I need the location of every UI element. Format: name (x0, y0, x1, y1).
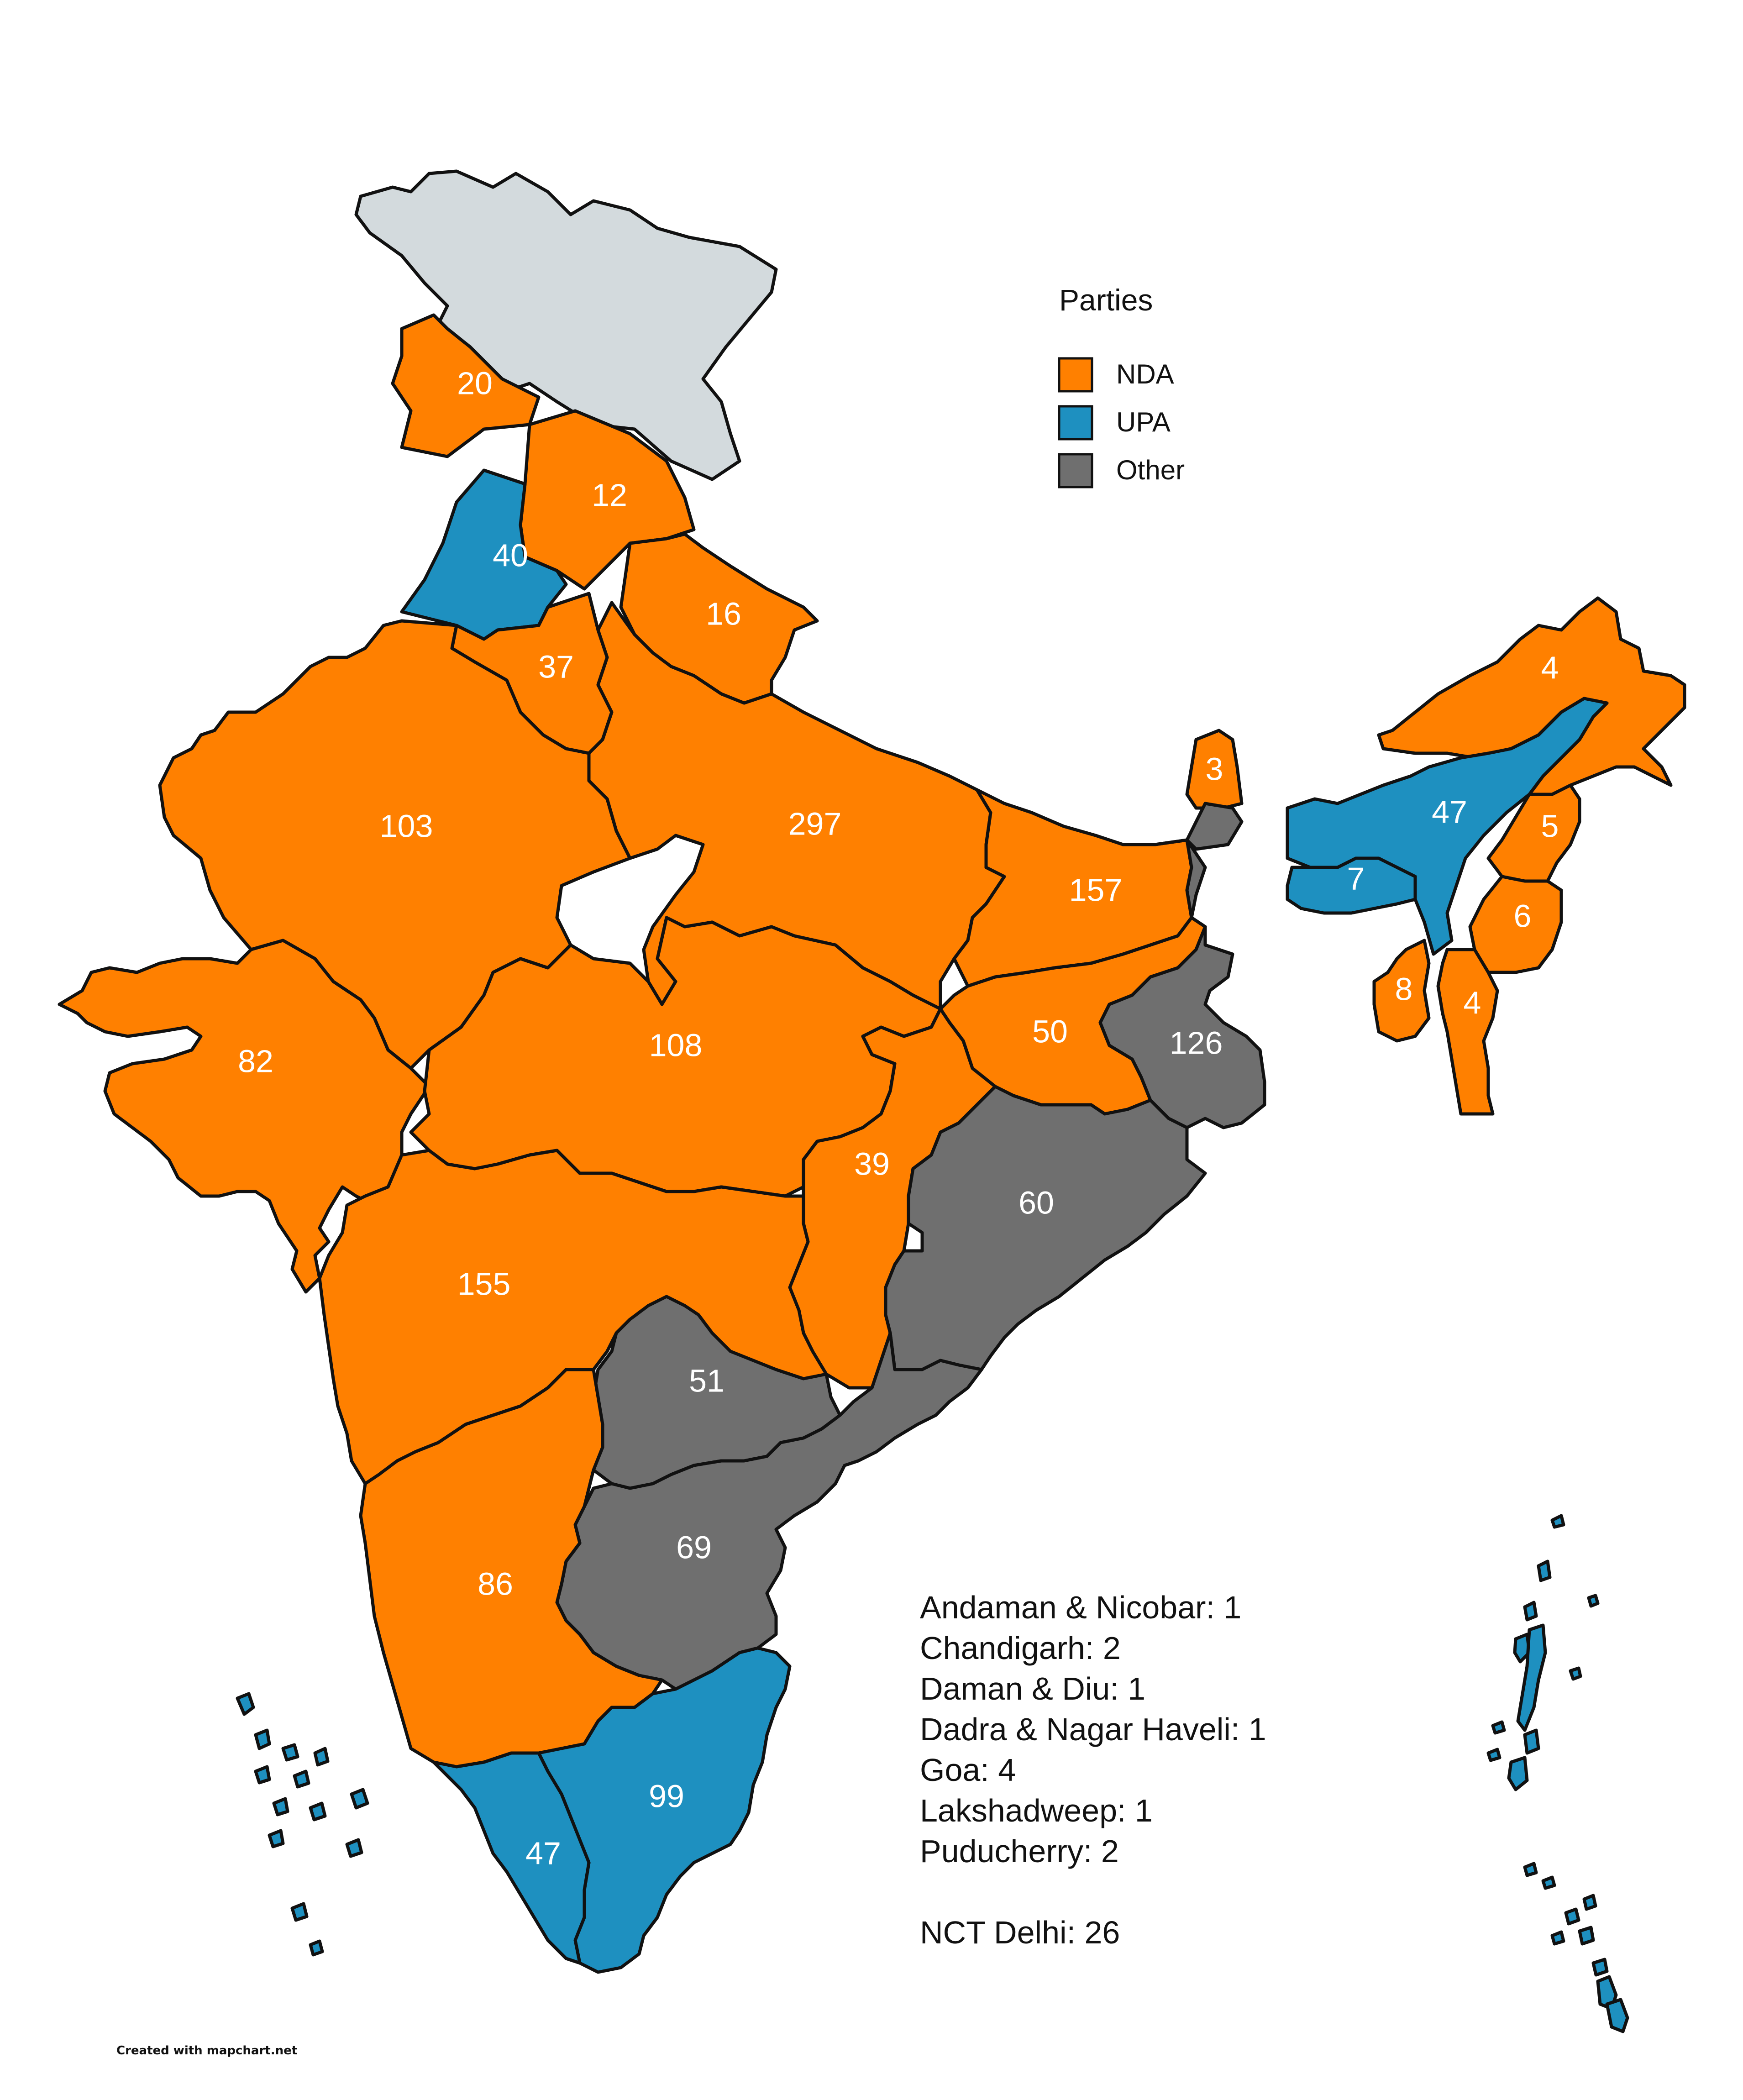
label-jharkhand: 50 (1032, 1013, 1068, 1049)
region-andaman-nicobar[interactable] (1486, 1514, 1629, 2033)
label-andhra-pradesh: 69 (676, 1529, 712, 1565)
note-lakshadweep: Lakshadweep: 1 (920, 1793, 1153, 1828)
label-tamil-nadu: 99 (649, 1778, 684, 1814)
region-labels: 20 12 40 37 16 103 297 157 3 4 47 7 5 6 … (238, 365, 1559, 1871)
region-karnataka[interactable] (359, 1368, 664, 1769)
label-punjab: 40 (493, 537, 528, 573)
legend-swatch-nda (1058, 357, 1093, 393)
note-andaman-nicobar: Andaman & Nicobar: 1 (920, 1590, 1241, 1625)
region-kerala[interactable] (432, 1751, 591, 1965)
label-uttarakhand-north: 12 (592, 477, 627, 513)
note-nct-delhi: NCT Delhi: 26 (920, 1915, 1120, 1950)
legend-swatch-other (1058, 453, 1093, 488)
legend-label-nda: NDA (1116, 359, 1174, 389)
label-tripura: 8 (1395, 971, 1413, 1007)
label-kerala: 47 (525, 1835, 561, 1871)
label-madhya-pradesh: 108 (649, 1027, 703, 1063)
region-sikkim[interactable] (1185, 729, 1244, 810)
note-chandigarh: Chandigarh: 2 (920, 1630, 1121, 1666)
legend-title: Parties (1059, 283, 1153, 317)
region-himachal[interactable] (391, 313, 541, 458)
region-meghalaya[interactable] (1286, 856, 1417, 915)
region-lakshadweep[interactable] (236, 1692, 369, 1957)
note-puducherry: Puducherry: 2 (920, 1833, 1119, 1869)
map-regions (58, 169, 1686, 2033)
note-daman-diu: Daman & Diu: 1 (920, 1671, 1145, 1706)
note-goa: Goa: 4 (920, 1752, 1016, 1788)
legend-label-other: Other (1116, 455, 1185, 485)
label-karnataka: 86 (478, 1566, 513, 1601)
region-manipur[interactable] (1468, 875, 1563, 974)
legend-swatch-upa (1058, 405, 1093, 441)
label-odisha: 60 (1018, 1185, 1054, 1220)
credit-text: Created with mapchart.net (116, 2044, 297, 2058)
label-himachal: 20 (457, 365, 493, 401)
legend-label-upa: UPA (1116, 407, 1171, 437)
label-uttarakhand: 16 (706, 596, 741, 631)
label-mizoram: 4 (1464, 985, 1481, 1020)
label-arunachal: 4 (1541, 650, 1559, 685)
label-gujarat: 82 (238, 1043, 273, 1079)
region-gujarat[interactable] (58, 939, 431, 1294)
label-manipur: 6 (1514, 898, 1532, 934)
label-uttar-pradesh: 297 (788, 806, 842, 841)
label-bihar: 157 (1069, 872, 1123, 908)
legend: Parties NDA UPA Other (1058, 283, 1185, 488)
label-chhattisgarh: 39 (854, 1146, 890, 1181)
label-nagaland: 5 (1541, 808, 1559, 844)
region-odisha[interactable] (884, 1085, 1207, 1371)
region-nagaland[interactable] (1486, 783, 1581, 883)
label-rajasthan: 103 (380, 808, 433, 844)
label-sikkim: 3 (1206, 751, 1223, 787)
label-meghalaya: 7 (1347, 861, 1365, 896)
label-haryana: 37 (538, 649, 574, 684)
label-telangana: 51 (689, 1363, 724, 1398)
union-territory-notes: Andaman & Nicobar: 1 Chandigarh: 2 Daman… (920, 1590, 1266, 1950)
region-mizoram[interactable] (1436, 948, 1499, 1116)
label-west-bengal: 126 (1170, 1025, 1223, 1060)
region-tripura[interactable] (1372, 939, 1431, 1043)
label-maharashtra: 155 (457, 1266, 511, 1302)
label-assam: 47 (1432, 794, 1467, 830)
region-west-bengal[interactable] (1098, 802, 1266, 1129)
note-dadra-nagar-haveli: Dadra & Nagar Haveli: 1 (920, 1712, 1266, 1747)
